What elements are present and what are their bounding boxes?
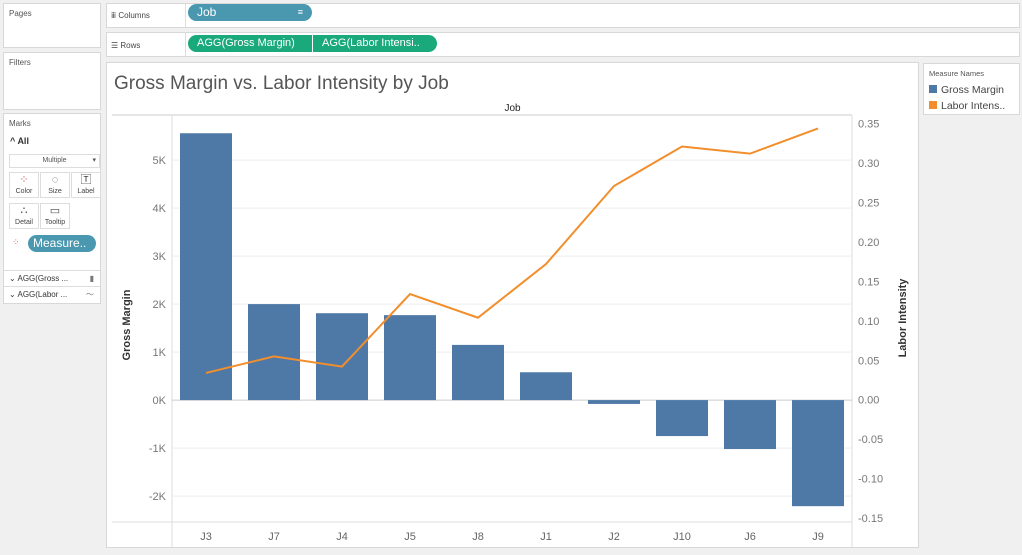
color-dots-icon: ⁘ [12,237,20,247]
y2-tick-label: 0.10 [858,316,879,328]
marks-panel: Marks ^ All Multiple ▾ ⁘ Color ◌ Size 🅃 Labe… [3,113,101,304]
x-tick-label: J3 [200,531,212,543]
y-tick-label: 2K [153,299,167,311]
color-label: Color [15,188,33,195]
tooltip-icon: ▭ [49,205,61,217]
bar-J7 [248,304,300,401]
x-tick-label: J6 [744,531,756,543]
columns-shelf-label: ⅲ Columns [111,11,150,20]
marks-gross-margin[interactable]: ⌄ AGG(Gross ... ▮ [4,270,100,286]
label-button[interactable]: 🅃 Label [71,172,101,198]
bar-J5 [384,315,436,401]
line-chart-icon: 〜 [86,290,94,299]
label-label: Label [77,188,95,195]
bar-J10 [656,400,708,437]
color-button[interactable]: ⁘ Color [9,172,39,198]
x-axis-title: Job [504,103,521,114]
x-tick-label: J7 [268,531,280,543]
tooltip-button[interactable]: ▭ Tooltip [40,203,70,229]
tooltip-label: Tooltip [44,219,66,226]
y-tick-label: -1K [149,443,167,455]
measure-names-pill[interactable]: Measure.. [28,235,96,252]
legend-title: Measure Names [929,69,985,78]
bar-J6 [724,400,776,450]
detail-button[interactable]: ∴ Detail [9,203,39,229]
y-tick-label: 4K [153,203,167,215]
bar-J3 [180,133,232,401]
x-tick-label: J9 [812,531,824,543]
legend-swatch [929,85,937,93]
y2-tick-label: -0.10 [858,474,883,486]
mark-type-value: Multiple [42,157,67,164]
y2-tick-label: 0.25 [858,198,879,210]
filters-panel: Filters [3,52,101,110]
y2-tick-label: 0.20 [858,237,879,249]
size-button[interactable]: ◌ Size [40,172,70,198]
chart-title: Gross Margin vs. Labor Intensity by Job [114,73,449,94]
legend-item-labor-intensity[interactable]: Labor Intens.. [929,100,1005,112]
bar-J4 [316,313,368,401]
filters-label: Filters [9,58,31,67]
y2-tick-label: 0.15 [858,276,879,288]
legend-label: Gross Margin [941,84,1005,96]
sort-icon: ≡ [297,7,303,17]
y2-tick-label: 0.35 [858,119,879,131]
pages-panel: Pages [3,3,101,48]
chart-pane: Gross Margin vs. Labor Intensity by Job … [106,62,919,548]
y2-tick-label: 0.05 [858,355,879,367]
labor-intensity-line [205,127,819,374]
x-tick-label: J5 [404,531,416,543]
detail-label: Detail [15,219,33,226]
marks-label: Marks [9,119,31,128]
y-tick-label: -2K [149,491,167,503]
label-icon: 🅃 [80,174,92,186]
marks-all[interactable]: ^ All [10,136,29,146]
mark-type-dropdown[interactable]: Multiple ▾ [9,154,100,168]
marks-labor-intensity[interactable]: ⌄ AGG(Labor ... 〜 [4,286,100,302]
x-tick-label: J8 [472,531,484,543]
rows-shelf-label: ☰ Rows [111,41,141,50]
bar-J1 [520,372,572,401]
pages-label: Pages [9,9,32,18]
y-axis-title: Gross Margin [121,289,133,360]
bar-J9 [792,400,844,507]
job-pill-label: Job [197,5,217,19]
rows-shelf: ☰ Rows AGG(Gross Margin) AGG(Labor Inten… [106,32,1020,57]
marks-labor-intensity-label: AGG(Labor ... [17,290,68,299]
color-icon: ⁘ [19,174,29,186]
marks-gross-margin-label: AGG(Gross ... [17,274,69,283]
legend-label: Labor Intens.. [941,100,1006,112]
columns-label-text: Columns [118,11,150,20]
y-tick-label: 1K [153,347,167,359]
detail-icon: ∴ [20,205,28,217]
y-tick-label: 5K [153,155,167,167]
bar-J8 [452,344,504,401]
gross-margin-pill[interactable]: AGG(Gross Margin) [188,35,312,52]
size-icon: ◌ [51,174,59,186]
bar-chart-icon: ▮ [89,274,94,283]
y2-axis-title: Labor Intensity [897,278,909,358]
columns-shelf: ⅲ Columns Job ≡ [106,3,1020,28]
rows-label-text: Rows [120,41,141,50]
marks-all-label: All [17,136,29,146]
x-tick-label: J10 [673,531,691,543]
x-tick-label: J4 [336,531,348,543]
chevron-down-icon: ▾ [92,157,96,164]
legend-swatch [929,101,937,109]
y2-tick-label: -0.15 [858,513,883,525]
labor-intensity-pill[interactable]: AGG(Labor Intensi.. [313,35,437,52]
legend: Measure Names Gross Margin Labor Intens.… [923,63,1020,115]
y-tick-label: 0K [153,395,167,407]
job-pill[interactable]: Job ≡ [188,4,312,21]
y2-tick-label: -0.05 [858,434,883,446]
y-tick-label: 3K [153,251,167,263]
bar-J2 [588,400,640,404]
legend-item-gross-margin[interactable]: Gross Margin [929,84,1004,96]
y2-tick-label: 0.00 [858,395,879,407]
y2-tick-label: 0.30 [858,158,879,170]
x-tick-label: J1 [540,531,552,543]
x-tick-label: J2 [608,531,620,543]
size-label: Size [48,188,62,195]
